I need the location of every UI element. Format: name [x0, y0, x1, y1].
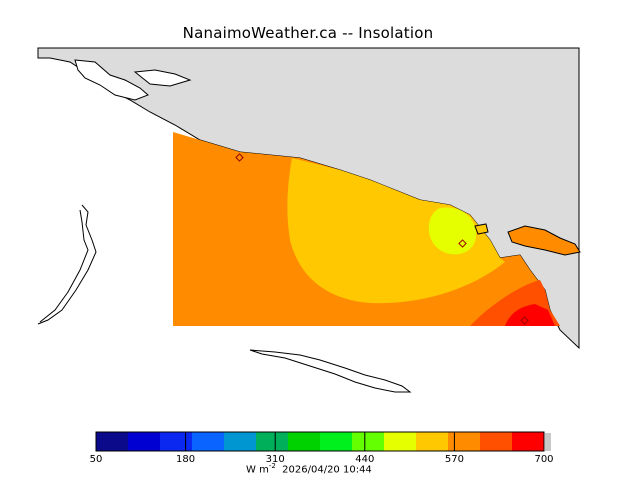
coast-west [37, 204, 97, 325]
colorbar-shadow [545, 433, 551, 451]
colorbar-swatch [352, 432, 385, 451]
colorbar-swatches [96, 432, 545, 451]
colorbar-swatch [320, 432, 353, 451]
station-marker[interactable] [458, 239, 467, 248]
colorbar-swatch [512, 432, 545, 451]
colorbar-swatch [160, 432, 193, 451]
region-red [505, 304, 555, 326]
colorbar-swatch [416, 432, 449, 451]
colorbar-swatch [448, 432, 481, 451]
island-small [474, 223, 489, 235]
unit-label: W m [246, 464, 269, 476]
colorbar-swatch [96, 432, 129, 451]
colorbar-tick-label: 50 [90, 454, 103, 465]
colorbar-tick-label: 570 [445, 454, 464, 465]
colorbar-tick-label: 700 [534, 454, 553, 465]
station-marker[interactable] [520, 316, 529, 325]
colorbar-frame [95, 431, 545, 452]
colorbar-swatch [128, 432, 161, 451]
colorbar-swatch [384, 432, 417, 451]
colorbar-swatch [288, 432, 321, 451]
insolation-field [173, 132, 560, 326]
unit-exponent: -2 [268, 462, 276, 470]
station-marker[interactable] [235, 153, 244, 162]
colorbar-tick-label: 440 [355, 454, 374, 465]
stations [235, 153, 529, 325]
chart-title: NanaimoWeather.ca -- Insolation [182, 24, 434, 42]
colorbar: 50 180 310 440 570 700 [90, 431, 554, 465]
colorbar-swatch [192, 432, 225, 451]
colorbar-tick-label: 310 [266, 454, 285, 465]
colorbar-swatch [480, 432, 513, 451]
island-north [74, 59, 149, 101]
timestamp: 2026/04/20 10:44 [282, 464, 372, 476]
island-east [507, 225, 581, 256]
colorbar-tick-label: 180 [176, 454, 195, 465]
island-north-2 [133, 69, 192, 87]
colorbar-ticks: 50 180 310 440 570 700 [90, 432, 554, 465]
colorbar-swatch [256, 432, 289, 451]
region-gold [287, 158, 505, 304]
legend-caption: W m-2 2026/04/20 10:44 [246, 462, 372, 475]
coast-south [249, 349, 412, 393]
region-yellow [428, 207, 477, 255]
colorbar-swatch [224, 432, 257, 451]
